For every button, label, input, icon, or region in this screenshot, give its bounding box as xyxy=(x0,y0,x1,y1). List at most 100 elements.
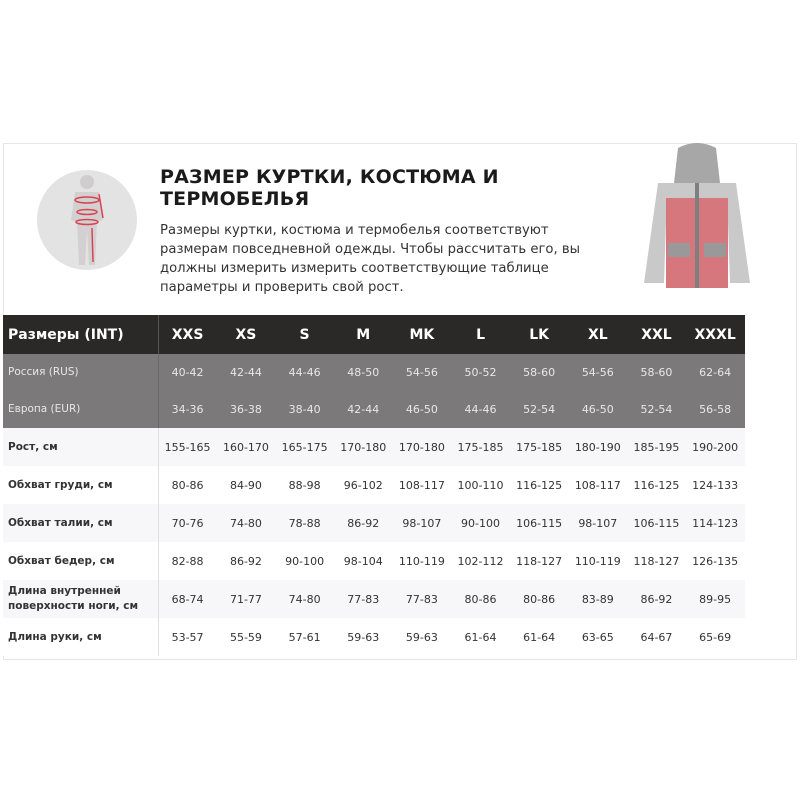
row-label: Обхват бедер, см xyxy=(3,542,159,580)
page-title: РАЗМЕР КУРТКИ, КОСТЮМА И ТЕРМОБЕЛЬЯ xyxy=(160,166,499,210)
table-cell: 126-135 xyxy=(685,542,745,580)
size-table: Размеры (INT) XXS XS S M MK L LK XL XXL XXXL Росс… xyxy=(3,315,745,656)
table-cell: 118-127 xyxy=(627,542,686,580)
table-cell: 64-67 xyxy=(627,618,686,656)
table-cell: 96-102 xyxy=(333,466,393,504)
size-header-xxxl: XXXL xyxy=(685,315,745,354)
table-cell: 77-83 xyxy=(333,580,393,618)
row-label: Рост, см xyxy=(3,428,159,466)
table-cell: 52-54 xyxy=(627,391,686,428)
size-header-xxs: XXS xyxy=(158,315,217,354)
table-cell: 106-115 xyxy=(627,504,686,542)
table-cell: 80-86 xyxy=(158,466,217,504)
table-cell: 46-50 xyxy=(568,391,628,428)
table-cell: 180-190 xyxy=(568,428,628,466)
table-cell: 86-92 xyxy=(627,580,686,618)
table-row: Длина внутренней поверхности ноги, см 68-… xyxy=(3,580,745,618)
table-row: Длина руки, см 53-57 55-59 57-61 59-63 59-63 6… xyxy=(3,618,745,656)
row-label: Длина внутренней поверхности ноги, см xyxy=(3,580,159,618)
table-cell: 59-63 xyxy=(392,618,452,656)
table-cell: 118-127 xyxy=(509,542,569,580)
table-cell: 165-175 xyxy=(275,428,334,466)
table-cell: 80-86 xyxy=(509,580,569,618)
table-cell: 44-46 xyxy=(275,354,334,391)
table-cell: 36-38 xyxy=(216,391,276,428)
header-label: Размеры (INT) xyxy=(3,315,159,354)
table-cell: 110-119 xyxy=(568,542,628,580)
table-cell: 84-90 xyxy=(216,466,276,504)
table-cell: 108-117 xyxy=(392,466,452,504)
table-cell: 48-50 xyxy=(333,354,393,391)
table-cell: 170-180 xyxy=(333,428,393,466)
table-cell: 88-98 xyxy=(275,466,334,504)
table-cell: 42-44 xyxy=(216,354,276,391)
table-cell: 86-92 xyxy=(333,504,393,542)
size-header-mk: MK xyxy=(392,315,452,354)
table-cell: 40-42 xyxy=(158,354,217,391)
table-cell: 80-86 xyxy=(451,580,510,618)
table-cell: 53-57 xyxy=(158,618,217,656)
table-row: Обхват талии, см 70-76 74-80 78-88 86-92 98-1… xyxy=(3,504,745,542)
row-label: Обхват талии, см xyxy=(3,504,159,542)
table-cell: 175-185 xyxy=(451,428,510,466)
table-cell: 74-80 xyxy=(275,580,334,618)
table-cell: 57-61 xyxy=(275,618,334,656)
table-cell: 68-74 xyxy=(158,580,217,618)
table-cell: 78-88 xyxy=(275,504,334,542)
table-cell: 62-64 xyxy=(685,354,745,391)
table-cell: 106-115 xyxy=(509,504,569,542)
table-cell: 124-133 xyxy=(685,466,745,504)
table-cell: 83-89 xyxy=(568,580,628,618)
size-header-l: L xyxy=(451,315,510,354)
table-cell: 98-107 xyxy=(568,504,628,542)
jacket-image xyxy=(644,143,750,288)
size-header-m: M xyxy=(333,315,393,354)
table-cell: 55-59 xyxy=(216,618,276,656)
table-cell: 108-117 xyxy=(568,466,628,504)
table-cell: 116-125 xyxy=(509,466,569,504)
table-row: Рост, см 155-165 160-170 165-175 170-180 170-… xyxy=(3,428,745,466)
table-cell: 116-125 xyxy=(627,466,686,504)
table-cell: 98-104 xyxy=(333,542,393,580)
table-cell: 52-54 xyxy=(509,391,569,428)
table-cell: 56-58 xyxy=(685,391,745,428)
table-cell: 155-165 xyxy=(158,428,217,466)
table-cell: 110-119 xyxy=(392,542,452,580)
table-cell: 71-77 xyxy=(216,580,276,618)
table-row: Россия (RUS) 40-42 42-44 44-46 48-50 54-56 50-… xyxy=(3,354,745,391)
body-silhouette-icon xyxy=(71,175,104,265)
table-cell: 61-64 xyxy=(509,618,569,656)
body-measurement-figure xyxy=(37,170,137,270)
row-label: Европа (EUR) xyxy=(3,391,159,428)
table-cell: 63-65 xyxy=(568,618,628,656)
table-cell: 160-170 xyxy=(216,428,276,466)
table-cell: 77-83 xyxy=(392,580,452,618)
table-cell: 46-50 xyxy=(392,391,452,428)
table-cell: 90-100 xyxy=(275,542,334,580)
table-cell: 90-100 xyxy=(451,504,510,542)
table-cell: 58-60 xyxy=(509,354,569,391)
table-cell: 50-52 xyxy=(451,354,510,391)
table-cell: 61-64 xyxy=(451,618,510,656)
table-cell: 65-69 xyxy=(685,618,745,656)
table-cell: 38-40 xyxy=(275,391,334,428)
table-cell: 70-76 xyxy=(158,504,217,542)
table-cell: 86-92 xyxy=(216,542,276,580)
row-label: Обхват груди, см xyxy=(3,466,159,504)
table-cell: 74-80 xyxy=(216,504,276,542)
table-cell: 102-112 xyxy=(451,542,510,580)
table-cell: 82-88 xyxy=(158,542,217,580)
table-cell: 89-95 xyxy=(685,580,745,618)
table-cell: 54-56 xyxy=(568,354,628,391)
row-label: Длина руки, см xyxy=(3,618,159,656)
size-header-xs: XS xyxy=(216,315,276,354)
size-header-xl: XL xyxy=(568,315,628,354)
table-cell: 42-44 xyxy=(333,391,393,428)
size-header-lk: LK xyxy=(509,315,569,354)
table-cell: 185-195 xyxy=(627,428,686,466)
table-row: Обхват бедер, см 82-88 86-92 90-100 98-104 11… xyxy=(3,542,745,580)
table-cell: 100-110 xyxy=(451,466,510,504)
table-cell: 114-123 xyxy=(685,504,745,542)
size-header-s: S xyxy=(275,315,334,354)
table-cell: 98-107 xyxy=(392,504,452,542)
